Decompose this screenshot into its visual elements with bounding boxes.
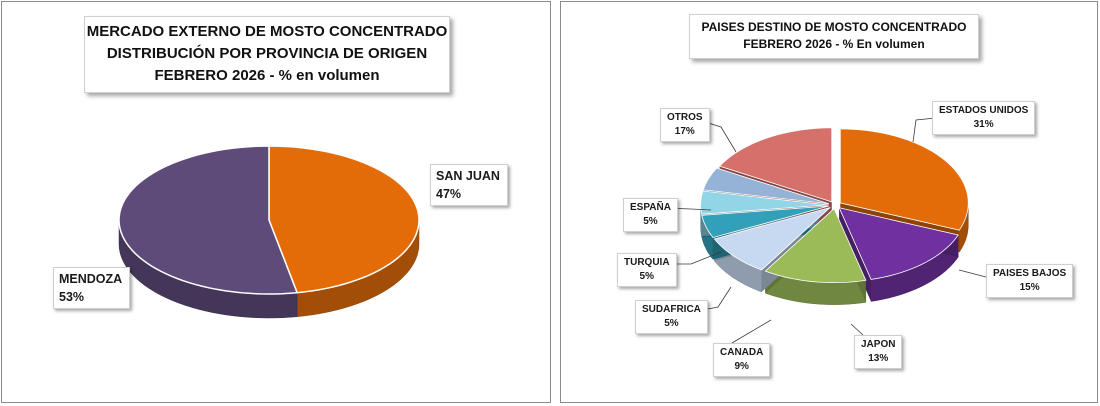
leader-line-japon (850, 323, 864, 336)
pie-chart-destinos (663, 117, 987, 344)
data-label-canada: CANADA 9% (713, 343, 771, 377)
slice-turquia (700, 190, 829, 215)
value-label: 17% (674, 126, 695, 137)
title-line: PAISES DESTINO DE MOSTO CONCENTRADO (701, 20, 967, 34)
value-label: 5% (643, 216, 658, 227)
category-label: PAISES BAJOS (993, 268, 1067, 279)
category-label: CANADA (720, 347, 764, 358)
data-label-sudafrica: SUDAFRICA 5% (635, 300, 708, 334)
slice-sudafrica (701, 205, 829, 238)
value-label: 5% (664, 318, 679, 329)
value-label: 13% (868, 353, 889, 364)
pie-chart-provincia (118, 145, 420, 319)
data-label-estados-unidos: ESTADOS UNIDOS 31% (932, 101, 1036, 135)
data-label-san-juan: SAN JUAN 47% (430, 164, 508, 206)
category-label: TURQUIA (624, 257, 670, 268)
chart-title-destinos: PAISES DESTINO DE MOSTO CONCENTRADO FEBR… (689, 14, 979, 59)
slice-japon (764, 207, 867, 284)
title-line: MERCADO EXTERNO DE MOSTO CONCENTRADO (86, 23, 448, 40)
pie-group (118, 145, 420, 319)
category-label: SAN JUAN (436, 169, 500, 183)
chart-panel-destinos: PAISES DESTINO DE MOSTO CONCENTRADO FEBR… (560, 1, 1098, 403)
pie-group (700, 127, 969, 305)
value-label: 5% (639, 271, 654, 282)
data-label-otros: OTROS 17% (660, 108, 710, 142)
category-label: SUDAFRICA (642, 304, 701, 315)
leader-line-estados-unidos (912, 117, 937, 143)
category-label: ESTADOS UNIDOS (939, 105, 1029, 116)
value-label: 9% (734, 361, 749, 372)
value-label: 15% (1019, 282, 1040, 293)
slice-estados-unidos (839, 128, 969, 231)
leader-line-canada (731, 319, 772, 344)
title-line: DISTRIBUCIÓN POR PROVINCIA DE ORIGEN (106, 45, 428, 62)
data-label-paises-bajos: PAISES BAJOS 15% (986, 264, 1074, 298)
category-label: JAPON (861, 339, 896, 350)
leader-line-turquia (670, 251, 722, 265)
value-label: 47% (436, 187, 462, 201)
category-label: ESPAÑA (630, 202, 671, 213)
slice-mendoza (118, 145, 299, 295)
title-line: FEBRERO 2026 - % en volumen (154, 67, 380, 84)
chart-panel-provincia: MERCADO EXTERNO DE MOSTO CONCENTRADO DIS… (1, 1, 551, 403)
leader-line-paises-bajos (958, 269, 987, 278)
slice-otros (718, 127, 833, 203)
data-label-japon: JAPON 13% (854, 335, 903, 369)
slice-canada (713, 207, 831, 271)
category-label: OTROS (667, 112, 703, 123)
title-line: FEBRERO 2026 - % En volumen (743, 37, 925, 51)
chart-title-provincia: MERCADO EXTERNO DE MOSTO CONCENTRADO DIS… (84, 16, 450, 93)
data-label-espana: ESPAÑA 5% (623, 198, 678, 232)
category-label: MENDOZA (59, 272, 123, 286)
slice-espana (702, 167, 830, 205)
value-label: 31% (973, 119, 994, 130)
data-label-mendoza: MENDOZA 53% (53, 267, 131, 309)
value-label: 53% (59, 290, 85, 304)
slice-san-juan (268, 145, 420, 294)
leader-line-otros (704, 121, 737, 153)
slice-paises-bajos (838, 207, 959, 280)
data-label-turquia: TURQUIA 5% (617, 253, 677, 287)
